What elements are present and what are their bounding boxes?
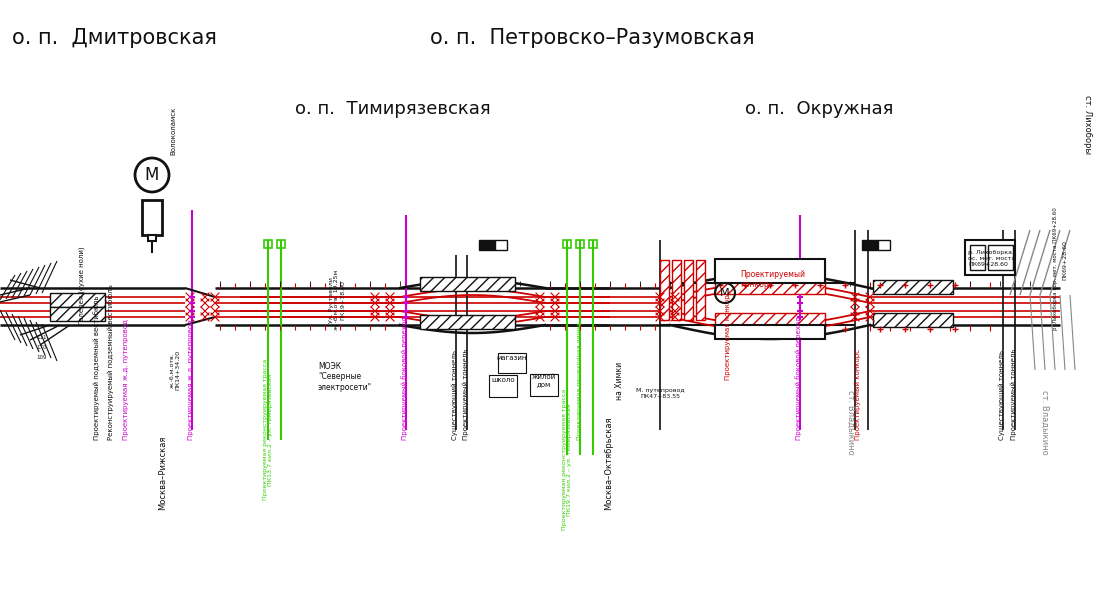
Bar: [420, 277, 514, 291]
Bar: [576, 240, 584, 248]
Bar: [685, 260, 693, 320]
Text: Проектируемый
конкорс: Проектируемый конкорс: [740, 270, 805, 290]
Bar: [715, 280, 825, 294]
Bar: [878, 240, 890, 250]
Text: 111: 111: [37, 335, 47, 340]
Bar: [278, 240, 285, 248]
Text: ж.-6.м.отв.
ПК14+34.20: ж.-6.м.отв. ПК14+34.20: [170, 350, 180, 390]
Text: Проектируемый конкорс: Проектируемый конкорс: [855, 349, 861, 440]
Text: Проектируемая ж.д. путепровод: Проектируемая ж.д. путепровод: [188, 319, 194, 440]
Text: Существующий тоннель: Существующий тоннель: [452, 350, 459, 440]
Text: ст. Владыкино: ст. Владыкино: [1040, 390, 1049, 455]
Bar: [264, 240, 272, 248]
Text: Галерея (сухие ноли): Галерея (сухие ноли): [79, 246, 86, 325]
Text: Москва–Октябрьская: Москва–Октябрьская: [604, 416, 613, 510]
Text: р. Лихоборка
ос. мет. моста
ПК69+28.60: р. Лихоборка ос. мет. моста ПК69+28.60: [968, 250, 1015, 267]
Bar: [148, 235, 156, 241]
Bar: [695, 260, 705, 320]
Text: М: М: [721, 288, 730, 298]
Text: Волоколамск: Волоколамск: [170, 106, 176, 155]
Text: Существующий тоннель: Существующий тоннель: [998, 350, 1005, 440]
Text: Проектируемый боковой переход: Проектируемый боковой переход: [795, 316, 802, 440]
Text: Ул. Руставели
ж.-б.м.отв. 19.25м
ПК19+78.00: Ул. Руставели ж.-б.м.отв. 19.25м ПК19+78…: [329, 270, 346, 330]
Bar: [50, 307, 105, 321]
Bar: [873, 313, 953, 327]
Bar: [420, 315, 514, 329]
Text: на Химки: на Химки: [615, 362, 624, 400]
Text: М: М: [145, 166, 159, 184]
Bar: [489, 375, 517, 397]
Text: Проектируемая реконструируемая трасса
ПК19.7 кил.2 – ул. Тимирязевская: Проектируемая реконструируемая трасса ПК…: [562, 389, 573, 530]
Text: о. п.  Петровско–Разумовская: о. п. Петровско–Разумовская: [430, 28, 755, 48]
Bar: [672, 260, 681, 320]
Bar: [715, 325, 825, 339]
Text: магазин: магазин: [497, 355, 528, 361]
Bar: [495, 240, 507, 250]
Text: о. п.  Дмитровская: о. п. Дмитровская: [12, 28, 217, 48]
Text: ст. Лихоборы: ст. Лихоборы: [1083, 95, 1092, 154]
Text: ст. Владыкино: ст. Владыкино: [846, 390, 855, 455]
Text: Москва–Рижская: Москва–Рижская: [158, 436, 168, 510]
Bar: [498, 353, 525, 373]
Text: Реконструируемый подземный вестибюль: Реконструируемый подземный вестибюль: [108, 284, 114, 440]
Bar: [988, 245, 1013, 270]
Text: ПК69+28.60: ПК69+28.60: [1063, 240, 1067, 280]
Text: Проектируемая пешеходная линия: Проектируемая пешеходная линия: [577, 322, 583, 440]
Bar: [873, 280, 953, 294]
Bar: [563, 240, 572, 248]
Text: о. п.  Тимирязевская: о. п. Тимирязевская: [295, 100, 490, 118]
Text: Проектируемая реконструируемая трасса
ПК13.7 кил.2 – ул. Тимирязевская: Проектируемая реконструируемая трасса ПК…: [262, 359, 273, 500]
Text: р. Лихоборка вор. мет. моста ПК69+28.60: р. Лихоборка вор. мет. моста ПК69+28.60: [1052, 207, 1058, 330]
Bar: [970, 245, 985, 270]
Bar: [862, 240, 878, 250]
Text: жилой
дом: жилой дом: [532, 374, 556, 387]
Text: школо: школо: [491, 377, 514, 383]
Bar: [142, 200, 162, 235]
Text: 170: 170: [37, 345, 47, 350]
Text: Проектируемый подземный вестибюль: Проектируемый подземный вестибюль: [93, 296, 101, 440]
Bar: [715, 313, 825, 327]
Bar: [530, 374, 558, 396]
Text: МОЭК
"Северные
электросети": МОЭК "Северные электросети": [318, 362, 372, 392]
Text: Проектируемый тоннель: Проектируемый тоннель: [463, 349, 470, 440]
Bar: [589, 240, 597, 248]
Text: о. п.  Окружная: о. п. Окружная: [745, 100, 893, 118]
Bar: [965, 240, 1015, 275]
Bar: [50, 293, 105, 307]
Bar: [660, 260, 669, 320]
Text: М. путепровод
ПК47+83.55: М. путепровод ПК47+83.55: [635, 388, 685, 399]
Bar: [715, 259, 825, 283]
Bar: [479, 240, 495, 250]
Text: 109: 109: [37, 355, 47, 360]
Text: Проектируемый тоннель: Проектируемый тоннель: [1010, 349, 1017, 440]
Text: Проектируемая конкорс: Проектируемая конкорс: [725, 290, 731, 380]
Text: Проектируемый боковой переход: Проектируемый боковой переход: [402, 316, 408, 440]
Text: Проектируемая ж.д. путепровод: Проектируемая ж.д. путепровод: [123, 319, 129, 440]
